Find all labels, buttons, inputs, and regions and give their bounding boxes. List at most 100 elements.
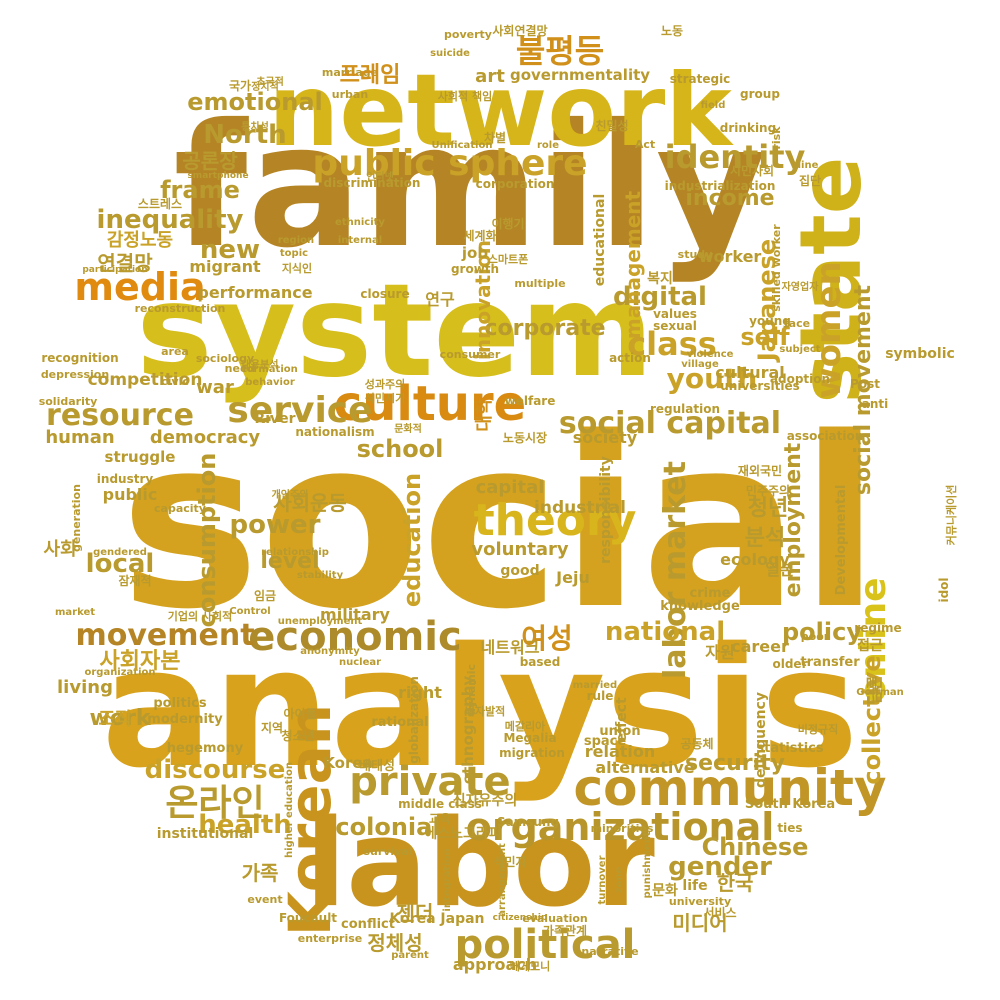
word-dynamic: dynamic <box>465 664 478 716</box>
word-anonymity: anonymity <box>300 646 360 657</box>
word-industrial: industrial <box>534 498 626 518</box>
word-event: event <box>247 893 282 906</box>
word-korean-intimacy: 친밀성 <box>595 118 628 133</box>
word-participation: participation <box>82 265 147 275</box>
word-society: society <box>573 428 638 447</box>
word-topic: topic <box>280 248 308 259</box>
word-sexual: sexual <box>653 319 697 333</box>
word-korean-network: 네트워크 <box>481 638 540 657</box>
word-nationalism: nationalism <box>295 425 374 439</box>
word-korean-gender: 젠더 <box>397 901 434 925</box>
word-korean-communication: 커뮤니케이션 <box>944 485 958 546</box>
word-new: new <box>200 235 260 265</box>
word-korean-colony: 식민지 <box>493 854 526 869</box>
word-recognition: recognition <box>41 351 118 365</box>
word-village: village <box>681 359 719 370</box>
word-politics: politics <box>153 696 207 711</box>
word-line: line <box>798 160 819 171</box>
word-local: local <box>86 549 155 579</box>
word-national: national <box>605 617 725 647</box>
word-young: young <box>749 314 791 328</box>
word-korean-korea: 한국 <box>717 871 754 895</box>
word-family: family <box>173 88 766 286</box>
word-corporation: corporation <box>476 177 555 191</box>
word-turnover: turnover <box>597 855 608 904</box>
word-political: political <box>455 922 636 968</box>
word-organization: organization <box>84 667 155 678</box>
word-integration: integration <box>442 848 453 911</box>
word-korean-public-sphere: 공론장 <box>182 149 238 173</box>
word-life: life <box>682 878 707 894</box>
word-resource: resource <box>46 398 194 433</box>
word-korean-self-employed: 자영업자 <box>782 280 820 293</box>
word-knowledge: knowledge <box>660 599 740 614</box>
word-market: market <box>55 607 95 618</box>
word-korean-welfare: 복지 <box>647 271 673 287</box>
word-university: university <box>669 895 731 908</box>
word-based: based <box>520 655 561 669</box>
word-state: state <box>782 157 881 404</box>
word-megalia: Megalia <box>503 731 556 745</box>
word-poor: poor <box>801 630 830 643</box>
word-korean-collective: 집단 <box>799 173 821 188</box>
word-responsibility: responsibility <box>598 456 614 564</box>
word-korea-japan: Korea Japan <box>389 911 484 927</box>
word-depression: depression <box>41 368 109 381</box>
word-management: management <box>621 190 645 339</box>
word-nuclear: nuclear <box>339 657 381 668</box>
word-institutional: institutional <box>157 826 254 842</box>
word-korean-overseas-korean: 재외국민 <box>738 463 782 478</box>
word-korea: Korea <box>323 754 372 772</box>
word-rational: rational <box>371 715 428 730</box>
word-goffman: Goffman <box>856 687 903 698</box>
word-korean-idol: 아이돌 <box>283 706 316 721</box>
word-korean-governmentality: 통치성 <box>241 120 269 133</box>
word-public: public <box>103 485 158 504</box>
word-korean-content-analysis: 내용분석 <box>242 358 279 371</box>
word-internal: internal <box>338 235 382 246</box>
word-korean-globalization: 세계화 <box>463 228 496 243</box>
word-worker: worker <box>699 247 762 266</box>
word-stability: stability <box>297 570 344 581</box>
word-media: media <box>74 265 205 309</box>
word-analysis: analysis <box>101 612 858 804</box>
word-relation: relation <box>585 742 656 761</box>
word-delinquency: delinquency <box>753 692 769 788</box>
word-korean-political: 정치적 <box>251 80 279 93</box>
word-effect: effect <box>614 697 630 743</box>
word-korean-labor: 노동 <box>661 24 683 38</box>
word-security: security <box>685 751 785 776</box>
word-alternative: alternative <box>595 758 694 777</box>
word-subject: subject <box>779 344 820 355</box>
word-organizational: organizational <box>466 805 775 849</box>
word-narrative: narrative <box>581 945 638 958</box>
word-korean-nonregular: 비정규직 <box>798 722 838 736</box>
word-older: older <box>772 657 807 671</box>
word-association: association <box>787 429 864 443</box>
word-act: Act <box>635 138 655 151</box>
word-korean-social-capital: 사회자본 <box>100 649 181 674</box>
word-public-sphere: public sphere <box>312 143 587 184</box>
word-human: human <box>45 427 114 448</box>
word-korean-ethnography: 에스노그라피 <box>424 826 501 842</box>
word-poverty: poverty <box>444 28 492 41</box>
word-symbolic: symbolic <box>885 346 955 362</box>
word-violence: violence <box>687 349 734 360</box>
word-urban: urban <box>332 88 368 101</box>
word-solidarity: solidarity <box>39 395 98 408</box>
word-korean-online: 온라인 <box>165 783 264 824</box>
word-ecology: ecology <box>720 550 790 569</box>
word-relationship: relationship <box>261 547 329 558</box>
word-korean-latent: 잠재적 <box>118 573 151 588</box>
word-community: community <box>573 759 886 817</box>
word-education: education <box>398 473 426 607</box>
word-strategic: strategic <box>670 72 731 86</box>
word-union: union <box>599 724 640 739</box>
word-online: online <box>853 577 894 702</box>
word-enterprise: enterprise <box>298 932 363 945</box>
word-korean-social-network: 사회연결망 <box>492 23 547 38</box>
word-korean-intellectual: 지식인 <box>282 261 312 275</box>
word-transfer: transfer <box>800 655 860 670</box>
word-right: right <box>398 683 442 702</box>
word-civic: civic <box>161 375 189 388</box>
